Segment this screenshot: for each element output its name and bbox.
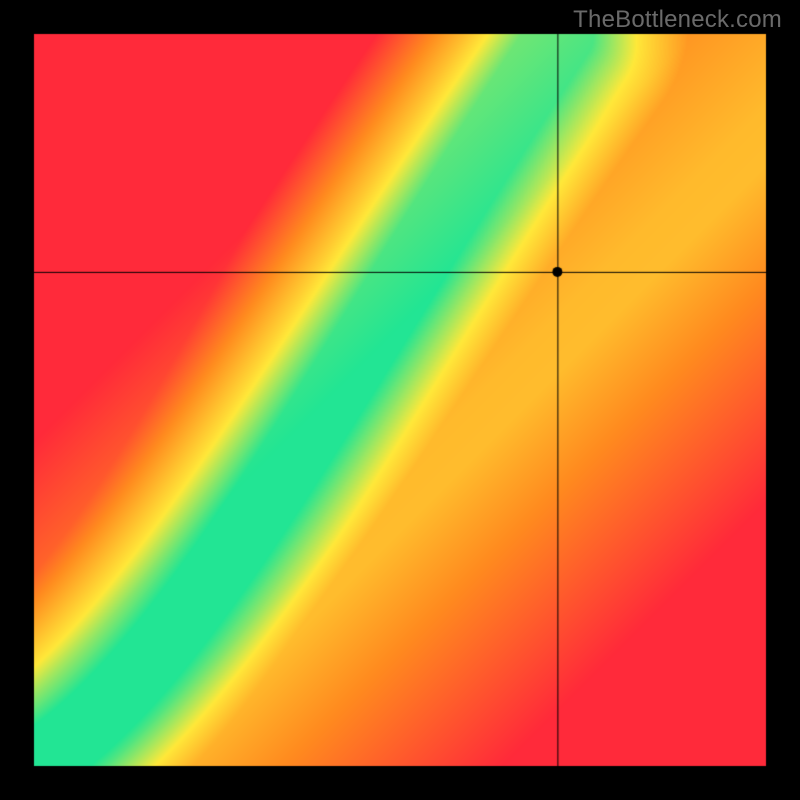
chart-container: TheBottleneck.com <box>0 0 800 800</box>
watermark-text: TheBottleneck.com <box>573 6 782 34</box>
heatmap-canvas <box>0 0 800 800</box>
